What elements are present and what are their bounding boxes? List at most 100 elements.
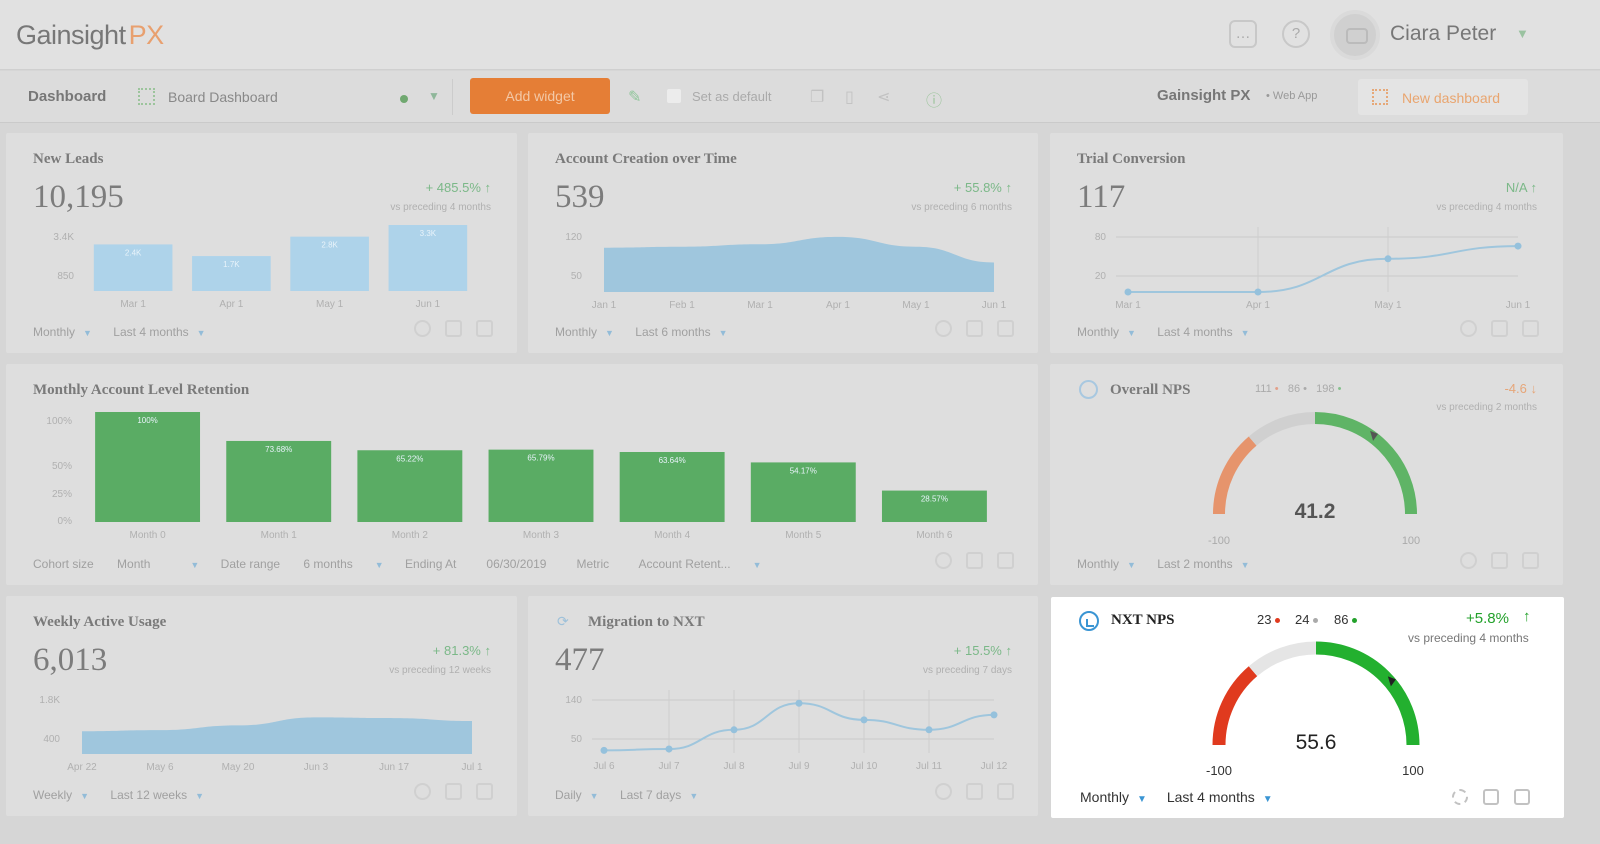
chevron-down-icon[interactable]: ▼	[83, 328, 92, 338]
user-name[interactable]: Ciara Peter	[1390, 22, 1497, 45]
range-select[interactable]: Last 4 months	[1157, 325, 1233, 339]
add-widget-button[interactable]: Add widget	[470, 78, 610, 114]
chevron-down-icon[interactable]: ▼	[605, 328, 614, 338]
duplicate-icon[interactable]	[1483, 789, 1499, 805]
settings-icon[interactable]	[935, 320, 952, 337]
period-select[interactable]: Daily	[555, 788, 582, 802]
y-tick-label: 50	[571, 271, 583, 282]
widget-footer: Monthly ▼ Last 4 months ▼	[1077, 325, 1268, 339]
ending-date-field[interactable]: 06/30/2019	[486, 557, 547, 571]
bar	[619, 451, 725, 522]
date-range-select[interactable]: 6 months	[303, 557, 353, 571]
y-tick-label: 80	[1095, 232, 1107, 243]
chevron-down-icon[interactable]: ▼	[689, 791, 699, 801]
widget-vs: vs preceding 12 weeks	[389, 665, 491, 676]
period-select[interactable]: Weekly	[33, 788, 73, 802]
settings-icon[interactable]	[414, 320, 431, 337]
chevron-down-icon[interactable]: ▼	[428, 89, 440, 103]
chevron-down-icon[interactable]: ▼	[752, 560, 762, 570]
duplicate-icon[interactable]	[445, 783, 462, 800]
chevron-down-icon[interactable]: ▼	[589, 791, 599, 801]
chevron-down-icon[interactable]: ▼	[196, 328, 206, 338]
delete-icon[interactable]	[476, 783, 493, 800]
chat-icon[interactable]: …	[1229, 20, 1257, 48]
range-select[interactable]: Last 4 months	[1166, 789, 1255, 805]
y-tick-label: 3.4K	[53, 232, 74, 243]
period-select[interactable]: Monthly	[1077, 325, 1120, 339]
period-select[interactable]: Monthly	[1077, 557, 1120, 571]
settings-icon[interactable]	[1460, 552, 1477, 569]
gainsight-logo[interactable]: Gainsight PX	[16, 20, 164, 51]
period-select[interactable]: Monthly	[33, 325, 76, 339]
x-tick-label: Jun 17	[379, 762, 409, 773]
delete-icon[interactable]	[997, 320, 1014, 337]
duplicate-icon[interactable]	[966, 552, 983, 569]
delete-icon[interactable]	[1514, 789, 1530, 805]
help-icon[interactable]: ?	[1282, 20, 1310, 48]
range-select[interactable]: Last 7 days	[619, 788, 682, 802]
delete-icon[interactable]	[997, 552, 1014, 569]
widget-title: Monthly Account Level Retention	[33, 382, 250, 398]
duplicate-icon[interactable]	[445, 320, 462, 337]
new-dashboard-button[interactable]: New dashboard	[1358, 79, 1528, 115]
chevron-down-icon[interactable]: ▼	[80, 791, 90, 801]
info-icon[interactable]: ⓘ	[926, 93, 943, 110]
range-select[interactable]: Last 2 months	[1157, 557, 1233, 571]
chevron-down-icon[interactable]: ▼	[1516, 26, 1529, 41]
chevron-down-icon[interactable]: ▼	[1240, 560, 1250, 570]
range-select[interactable]: Last 12 weeks	[110, 788, 188, 802]
settings-icon[interactable]	[1452, 789, 1468, 805]
x-tick-label: Jun 3	[304, 762, 329, 773]
data-point	[860, 716, 868, 724]
metric-select[interactable]: Account Retent...	[638, 557, 731, 571]
avatar[interactable]	[1330, 10, 1380, 60]
set-default-checkbox[interactable]	[667, 89, 681, 103]
chevron-down-icon[interactable]: ▼	[195, 791, 205, 801]
date-range-label: Date range	[220, 557, 281, 571]
duplicate-icon[interactable]	[966, 783, 983, 800]
y-tick-label: 100%	[46, 416, 72, 427]
bar	[290, 236, 369, 291]
delete-icon[interactable]	[1522, 552, 1539, 569]
edit-icon[interactable]: ✎	[628, 89, 642, 106]
settings-icon[interactable]	[414, 783, 431, 800]
delete-icon[interactable]	[997, 783, 1014, 800]
chevron-down-icon[interactable]: ▼	[374, 560, 384, 570]
widget-vs: vs preceding 4 months	[1436, 202, 1537, 213]
chevron-down-icon[interactable]: ▼	[1127, 328, 1136, 338]
settings-icon[interactable]	[935, 783, 952, 800]
widget-vs: vs preceding 2 months	[1436, 402, 1537, 413]
delete-icon[interactable]: ▯	[845, 89, 854, 106]
duplicate-icon[interactable]	[966, 320, 983, 337]
range-select[interactable]: Last 4 months	[113, 325, 189, 339]
chevron-down-icon[interactable]: ▼	[1262, 794, 1273, 805]
cohort-select[interactable]: Month	[117, 557, 151, 571]
x-tick-label: Jul 6	[593, 761, 615, 772]
settings-icon[interactable]	[1460, 320, 1477, 337]
delete-icon[interactable]	[1522, 320, 1539, 337]
app-name[interactable]: Gainsight PX	[1157, 87, 1251, 104]
dashboard-label: Dashboard	[28, 88, 107, 105]
duplicate-icon[interactable]	[1491, 552, 1508, 569]
chevron-down-icon[interactable]: ▼	[1127, 560, 1136, 570]
widget-footer: Monthly ▼ Last 6 months ▼	[555, 325, 746, 339]
share-icon[interactable]: ⋖	[877, 89, 891, 106]
chevron-down-icon[interactable]: ▼	[1137, 794, 1147, 805]
data-label: 65.22%	[396, 454, 423, 463]
board-select[interactable]: Board Dashboard ▼	[128, 79, 453, 115]
duplicate-icon[interactable]	[1491, 320, 1508, 337]
delete-icon[interactable]	[476, 320, 493, 337]
chevron-down-icon[interactable]: ▼	[718, 328, 728, 338]
data-point	[1254, 288, 1262, 296]
x-tick-label: Month 1	[261, 530, 298, 541]
x-tick-label: May 20	[222, 762, 255, 773]
chevron-down-icon[interactable]: ▼	[190, 560, 200, 570]
bar	[226, 440, 332, 522]
settings-icon[interactable]	[935, 552, 952, 569]
logo-text: Gainsight	[16, 20, 126, 50]
copy-icon[interactable]: ❐	[810, 89, 825, 106]
period-select[interactable]: Monthly	[555, 325, 598, 339]
chevron-down-icon[interactable]: ▼	[1240, 328, 1250, 338]
period-select[interactable]: Monthly	[1080, 789, 1130, 805]
range-select[interactable]: Last 6 months	[635, 325, 711, 339]
